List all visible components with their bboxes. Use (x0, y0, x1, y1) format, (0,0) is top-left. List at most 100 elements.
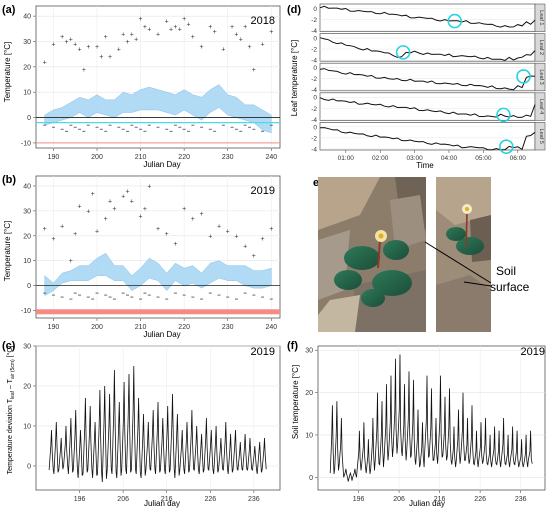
panel-b-max-point: + (60, 223, 64, 230)
panel-d-strip-frame (319, 122, 536, 151)
panel-a-plot-frame (35, 5, 281, 149)
panel-a-year: 2018 (251, 15, 275, 27)
panel-f-xtick-label: 196 (353, 496, 365, 503)
panel-a-label: (a) (2, 4, 16, 16)
panel-b-max-point: + (208, 233, 212, 240)
panel-f-xlabel: Julian day (409, 499, 445, 508)
panel-a-xtick-label: 190 (48, 154, 60, 161)
panel-d-ytick-label: -4 (311, 146, 317, 153)
panel-d-xtick-label: 03:00 (406, 155, 423, 162)
panel-c-plot: 196 206 216 226 236 30 20 10 0 (23, 344, 281, 503)
panel-f-ylabel: Soil temperature [°C] (291, 365, 300, 439)
panel-d-strip-frame (319, 92, 536, 121)
panel-b-ylabel: Temperature [°C] (3, 221, 12, 282)
plant-photo-left (318, 177, 426, 332)
panel-f-ytick-label: 30 (305, 348, 313, 355)
panel-b-year: 2019 (251, 185, 275, 197)
panel-d: (d) Leaf temperature [°C] Time 0 -2 -4 Leaf… (287, 3, 546, 170)
panel-b-xlabel: Julian Day (143, 330, 180, 339)
panel-b: (b) Temperature [°C] Julian Day 190 200 21… (2, 174, 281, 339)
panel-b-max-point: + (125, 188, 129, 195)
panel-a-max-point: + (117, 47, 121, 54)
panel-a-max-point: + (230, 24, 234, 31)
panel-a-max-point: + (243, 24, 247, 31)
panel-a-max-point: + (86, 44, 90, 51)
panel-d-freeze-circle (499, 139, 514, 154)
panel-a-max-point: + (261, 42, 265, 49)
panel-b-max-point: + (156, 226, 160, 233)
panel-a-max-point: + (191, 34, 195, 41)
panel-d-ytick-label: 0 (313, 6, 317, 13)
panel-d-ytick-label: -4 (311, 58, 317, 65)
panel-d-ytick-label: 0 (313, 65, 317, 72)
panel-d-xtick-label: 04:00 (441, 155, 458, 162)
panel-d-freeze-circle (516, 69, 531, 84)
panel-d-strip-label: Leaf 3 (538, 69, 544, 84)
panel-d-ytick-label: -2 (311, 106, 317, 113)
panel-f-label: (f) (287, 340, 298, 352)
panel-f-xtick-label: 236 (515, 496, 527, 503)
panel-d-series-line (319, 127, 536, 151)
panel-b-max-point: + (95, 228, 99, 235)
panel-b-max-point: + (200, 211, 204, 218)
panel-b-ytick-label: 0 (27, 283, 31, 290)
panel-d-ytick-label: -2 (311, 47, 317, 54)
panel-a-ylabel: Temperature [°C] (3, 42, 12, 103)
panel-d-ytick-label: -4 (311, 87, 317, 94)
panel-d-strip-label: Leaf 5 (538, 129, 544, 144)
panel-b-max-point: + (121, 193, 125, 200)
panel-b-max-point: + (173, 241, 177, 248)
panel-c-xtick-label: 196 (74, 496, 86, 503)
panel-d-freeze-circle (496, 107, 511, 123)
panel-a-max-point: + (221, 47, 225, 54)
panel-a-xlabel: Julian Day (143, 160, 180, 169)
panel-a-max-point: + (60, 34, 64, 41)
panel-a-max-point: + (234, 31, 238, 38)
panel-a-max-point: + (213, 29, 217, 36)
panel-a-max-point: + (143, 24, 147, 31)
panel-b-ytick-label: -10 (21, 308, 31, 315)
panel-b-max-point: + (191, 216, 195, 223)
panel-c-ylabel: Temperature deviation Tleaf – Tair (5cm)… (6, 346, 16, 475)
panel-b-xtick-label: 190 (48, 324, 60, 331)
panel-b-ytick-label: 20 (23, 233, 31, 240)
panel-c-year: 2019 (251, 346, 275, 358)
panel-b-plot: 190 200 210 220 230 240403020100-10++++++++++… (21, 175, 281, 331)
panel-d-strip-label-box (534, 33, 546, 62)
panel-b-ytick-label: 10 (23, 258, 31, 265)
panel-d-strip-frame (319, 3, 536, 32)
panel-b-max-point: + (112, 206, 116, 213)
panel-d-strip-label-box (534, 92, 546, 121)
panel-a-max-point: + (156, 31, 160, 38)
panel-f-xtick-label: 226 (474, 496, 486, 503)
panel-b-max-point: + (108, 198, 112, 205)
soil-pointer-line-2 (463, 281, 492, 287)
panel-a-max-point: + (95, 44, 99, 51)
panel-a-max-point: + (121, 31, 125, 38)
panel-b-plot-frame (35, 175, 281, 319)
panel-c-ytick-label: 0 (27, 464, 31, 471)
panel-f-xtick-label: 216 (434, 496, 446, 503)
panel-b-xtick-label: 210 (135, 324, 147, 331)
panel-b-xtick-label: 220 (178, 324, 190, 331)
panel-d-ytick-label: -2 (311, 76, 317, 83)
soil-surface-label-1: Soil (496, 264, 516, 278)
panel-a-max-point: + (64, 39, 68, 46)
panel-b-max-point: + (182, 206, 186, 213)
panel-a-max-point: + (51, 42, 55, 49)
panel-e: e (313, 177, 530, 332)
panel-a-ytick-label: 40 (23, 14, 31, 21)
panel-d-plot: 0 -2 -4 Leaf 1 0 -2 -4 Leaf 2 0 -2 -4 Leaf 3 0 -2 -4 Le… (311, 3, 546, 162)
panel-d-series-line (319, 97, 536, 118)
panel-d-ytick-label: 0 (313, 36, 317, 43)
panel-b-max-point: + (139, 213, 143, 220)
panel-a-max-point: + (186, 21, 190, 28)
panel-b-max-point: + (261, 236, 265, 243)
panel-d-strip-frame (319, 33, 536, 62)
panel-b-max-point: + (86, 208, 90, 215)
panel-f-ytick-label: 20 (305, 390, 313, 397)
soil-pointer-line (424, 241, 492, 284)
panel-d-ytick-label: -2 (311, 135, 317, 142)
panel-a-max-point: + (165, 19, 169, 26)
